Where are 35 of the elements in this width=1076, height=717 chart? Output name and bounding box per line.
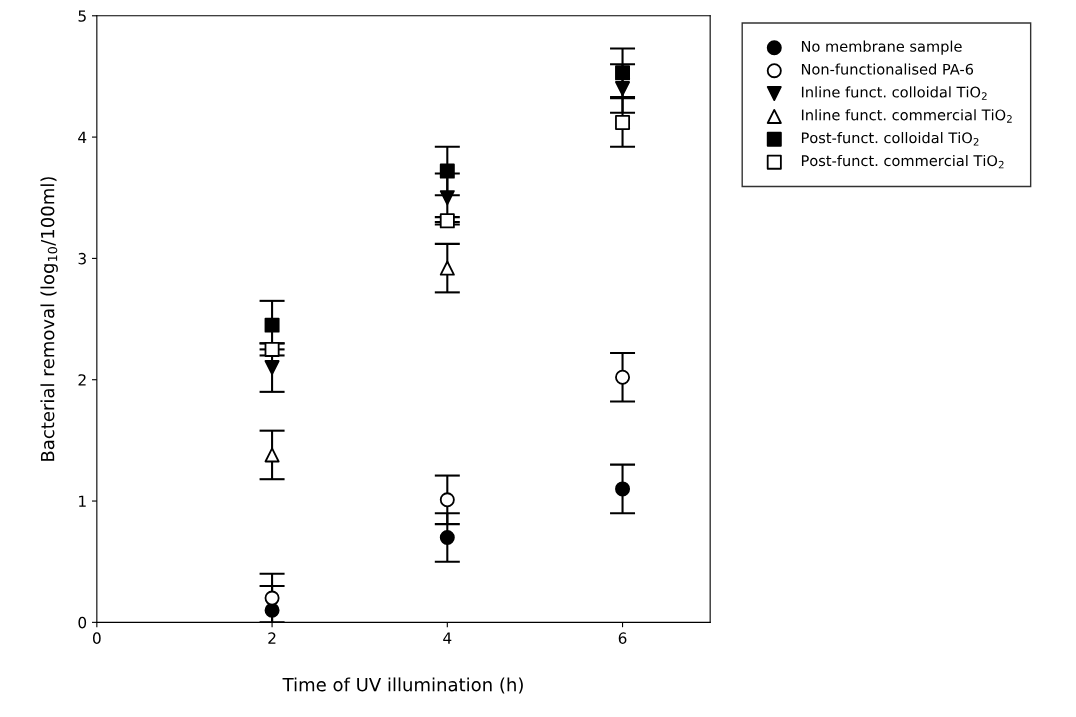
point xyxy=(439,213,455,229)
y-axis-title: Bacterial removal (log$_{10}$/100ml) xyxy=(40,177,58,461)
y-tick-label: 3 xyxy=(78,252,86,265)
point xyxy=(439,529,455,545)
legend-label: Inline funct. commercial TiO$_{2}$ xyxy=(801,109,1012,123)
point xyxy=(264,360,280,376)
x-axis-title: Time of UV illumination (h) xyxy=(282,677,523,694)
point xyxy=(264,317,280,333)
y-tick-label: 2 xyxy=(78,374,86,386)
y-tick-label: 4 xyxy=(78,131,87,143)
point xyxy=(439,190,455,206)
point xyxy=(615,481,631,497)
point xyxy=(439,492,455,508)
point xyxy=(615,81,631,97)
legend-label: Post-funct. commercial TiO$_{2}$ xyxy=(801,154,1004,169)
point xyxy=(264,447,280,463)
x-tick-label: 6 xyxy=(618,632,627,644)
point xyxy=(615,65,631,81)
legend-label: Inline funct. colloidal TiO$_{2}$ xyxy=(801,86,987,100)
legend-label: No membrane sample xyxy=(801,40,962,55)
x-tick-label: 2 xyxy=(268,632,276,644)
legend-label: Post-funct. colloidal TiO$_{2}$ xyxy=(801,132,979,146)
point xyxy=(264,590,280,606)
point xyxy=(439,163,455,179)
x-tick-label: 4 xyxy=(443,632,452,644)
point xyxy=(615,369,631,385)
point xyxy=(615,115,631,131)
x-tick-label: 0 xyxy=(92,632,101,644)
point xyxy=(439,260,455,276)
y-tick-label: 0 xyxy=(78,616,87,629)
legend-label: Non-functionalised PA-6 xyxy=(801,63,974,75)
point xyxy=(264,602,280,618)
y-tick-label: 5 xyxy=(78,10,86,22)
point xyxy=(264,341,280,357)
y-tick-label: 1 xyxy=(79,495,86,507)
